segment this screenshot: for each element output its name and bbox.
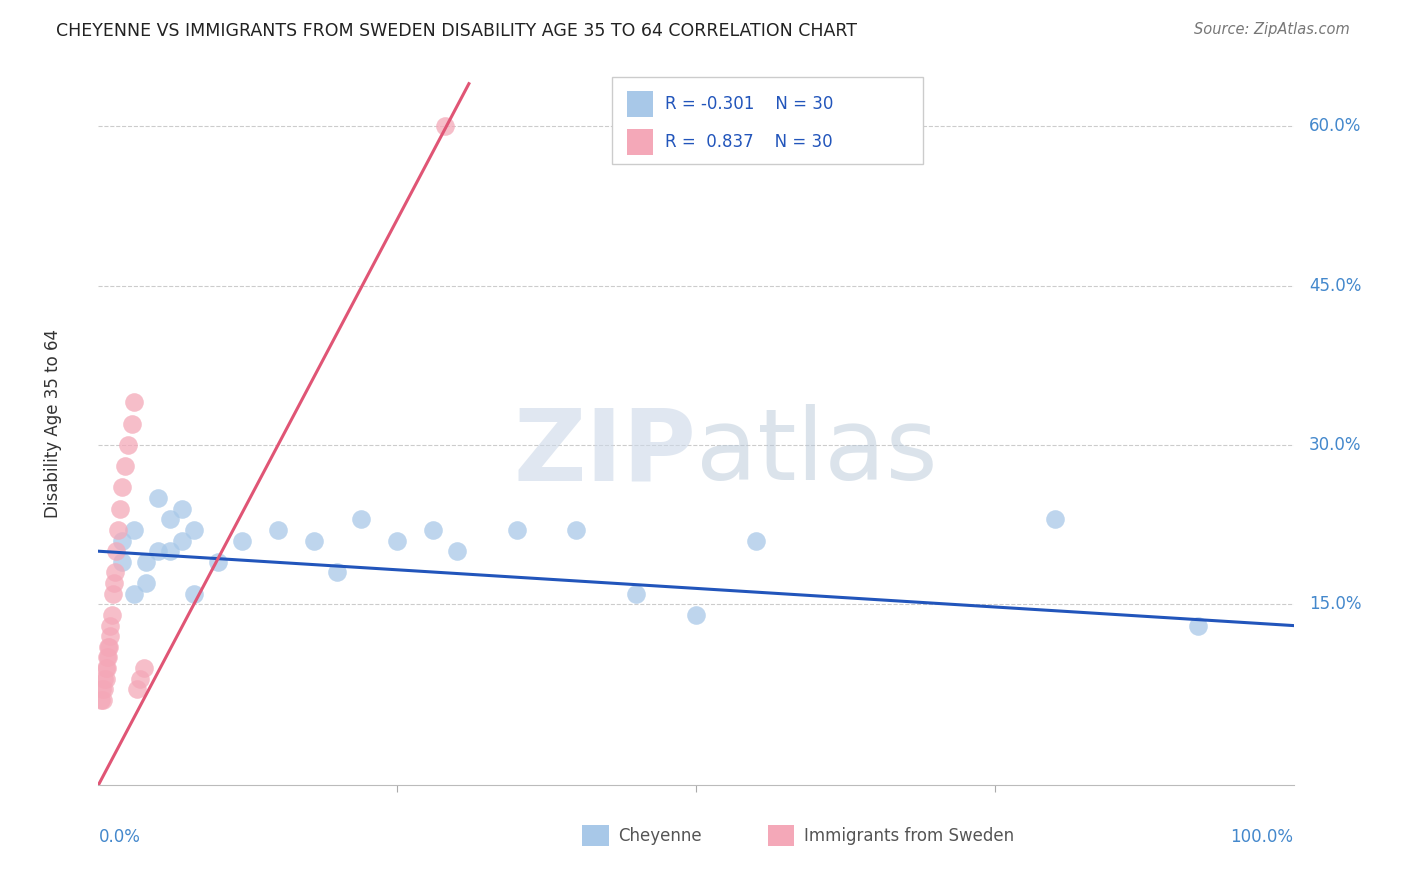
Point <box>745 533 768 548</box>
Point <box>93 682 115 697</box>
Point <box>1187 618 1209 632</box>
Text: Source: ZipAtlas.com: Source: ZipAtlas.com <box>1194 22 1350 37</box>
Point <box>124 523 146 537</box>
Point <box>100 607 122 622</box>
FancyBboxPatch shape <box>613 77 922 163</box>
Point <box>124 395 146 409</box>
Point <box>108 501 131 516</box>
Point <box>148 491 170 505</box>
Point <box>267 523 290 537</box>
Bar <box>627 91 652 117</box>
Point <box>103 576 125 591</box>
Point <box>159 544 181 558</box>
Point <box>96 650 118 665</box>
Point <box>90 693 112 707</box>
Text: Disability Age 35 to 64: Disability Age 35 to 64 <box>44 329 62 518</box>
Point <box>94 661 117 675</box>
Bar <box>627 129 652 155</box>
Point <box>124 587 146 601</box>
Point <box>93 672 115 686</box>
Point <box>111 555 134 569</box>
Point <box>565 523 588 537</box>
Text: 0.0%: 0.0% <box>98 829 141 847</box>
Point <box>135 576 157 591</box>
Text: R =  0.837    N = 30: R = 0.837 N = 30 <box>665 133 832 151</box>
Point <box>111 480 134 494</box>
Point <box>159 512 181 526</box>
Point <box>183 587 205 601</box>
Bar <box>768 825 794 847</box>
Point <box>302 533 325 548</box>
Point <box>207 555 229 569</box>
Text: 100.0%: 100.0% <box>1230 829 1294 847</box>
Text: ZIP: ZIP <box>513 404 696 501</box>
Point <box>94 672 117 686</box>
Point <box>422 523 444 537</box>
Point <box>148 544 170 558</box>
Point <box>385 533 409 548</box>
Point <box>446 544 468 558</box>
Text: CHEYENNE VS IMMIGRANTS FROM SWEDEN DISABILITY AGE 35 TO 64 CORRELATION CHART: CHEYENNE VS IMMIGRANTS FROM SWEDEN DISAB… <box>56 22 858 40</box>
Point <box>107 523 129 537</box>
Point <box>506 523 529 537</box>
Point <box>231 533 253 548</box>
Point <box>1043 512 1066 526</box>
Point <box>96 661 118 675</box>
Point <box>98 629 122 643</box>
Point <box>172 533 194 548</box>
Text: 45.0%: 45.0% <box>1309 277 1361 294</box>
Point <box>125 682 148 697</box>
Text: R = -0.301    N = 30: R = -0.301 N = 30 <box>665 95 834 112</box>
Bar <box>582 825 609 847</box>
Text: 60.0%: 60.0% <box>1309 117 1361 136</box>
Point <box>101 587 124 601</box>
Point <box>111 533 134 548</box>
Point <box>91 682 114 697</box>
Point <box>135 555 157 569</box>
Point <box>129 672 152 686</box>
Point <box>97 650 120 665</box>
Point <box>326 566 349 580</box>
Point <box>114 459 136 474</box>
Text: 30.0%: 30.0% <box>1309 436 1361 454</box>
Point <box>98 640 121 654</box>
Text: Immigrants from Sweden: Immigrants from Sweden <box>804 827 1014 845</box>
Text: Cheyenne: Cheyenne <box>619 827 702 845</box>
Point <box>350 512 373 526</box>
Point <box>626 587 648 601</box>
Point <box>117 438 139 452</box>
Point <box>98 618 122 632</box>
Point <box>132 661 155 675</box>
Point <box>434 119 457 133</box>
Point <box>183 523 205 537</box>
Point <box>105 544 128 558</box>
Point <box>685 607 707 622</box>
Point <box>97 640 120 654</box>
Text: 15.0%: 15.0% <box>1309 595 1361 614</box>
Point <box>91 693 114 707</box>
Text: atlas: atlas <box>696 404 938 501</box>
Point <box>104 566 127 580</box>
Point <box>172 501 194 516</box>
Point <box>121 417 143 431</box>
